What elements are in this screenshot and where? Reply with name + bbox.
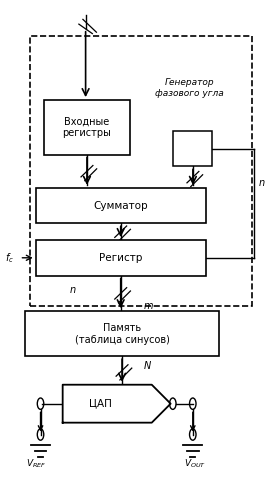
Text: Память
(таблица синусов): Память (таблица синусов) — [75, 323, 169, 345]
FancyBboxPatch shape — [44, 100, 130, 155]
FancyBboxPatch shape — [25, 311, 219, 356]
Text: n: n — [258, 178, 264, 188]
Text: $V_{REF}$: $V_{REF}$ — [26, 457, 46, 470]
Text: ЦАП: ЦАП — [89, 399, 112, 408]
Text: $f_c$: $f_c$ — [5, 251, 14, 265]
FancyBboxPatch shape — [36, 240, 206, 276]
FancyBboxPatch shape — [173, 131, 213, 167]
Text: Входные
регистры: Входные регистры — [63, 117, 112, 138]
Text: Генератор
фазового угла: Генератор фазового угла — [155, 78, 224, 98]
Text: Регистр: Регистр — [99, 253, 142, 263]
Text: n: n — [70, 285, 76, 295]
Polygon shape — [63, 384, 171, 423]
Text: N: N — [144, 361, 151, 371]
Text: Сумматор: Сумматор — [93, 201, 148, 211]
Text: m: m — [144, 301, 153, 312]
Text: $V_{OUT}$: $V_{OUT}$ — [184, 457, 206, 470]
FancyBboxPatch shape — [36, 188, 206, 223]
